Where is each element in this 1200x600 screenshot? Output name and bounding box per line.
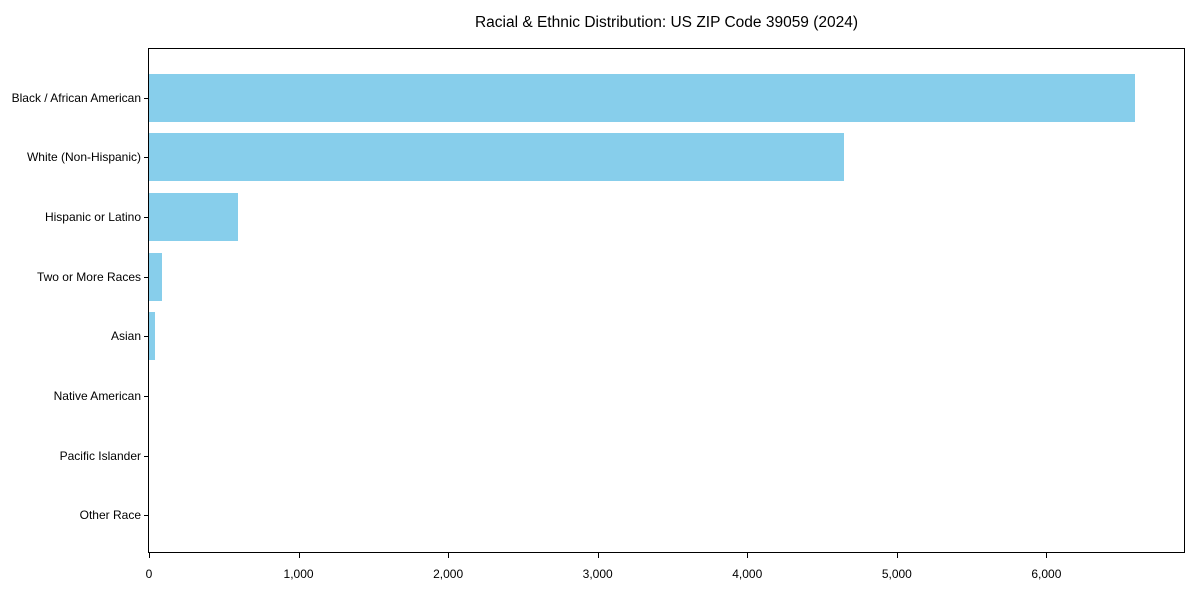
chart-title: Racial & Ethnic Distribution: US ZIP Cod… <box>474 14 859 31</box>
y-tick-label: White (Non-Hispanic) <box>26 150 141 165</box>
bar-two-or-more-races <box>149 252 162 301</box>
plot-area: Black / African American White (Non-Hispa… <box>12 48 1185 581</box>
y-tick-mark <box>144 515 149 516</box>
bar-black-african-american <box>149 73 1135 122</box>
y-tick-label: Native American <box>53 389 141 403</box>
y-tick-label: Asian <box>110 329 141 344</box>
x-tick-mark <box>149 553 150 558</box>
y-tick-mark <box>144 277 149 278</box>
x-tick-label: 3,000 <box>582 567 613 581</box>
x-tick-label: 6,000 <box>1031 567 1062 581</box>
y-tick-mark <box>144 396 149 397</box>
x-tick-label: 5,000 <box>881 567 912 581</box>
y-tick-mark <box>144 456 149 457</box>
y-tick-label: Pacific Islander <box>59 448 141 463</box>
y-tick-mark <box>144 217 149 218</box>
x-tick-mark <box>597 553 599 558</box>
x-tick-mark <box>896 553 898 558</box>
x-tick-mark <box>747 553 749 558</box>
bar-white-non-hispanic <box>149 133 845 182</box>
x-tick-mark <box>448 553 450 558</box>
x-tick-mark <box>1046 553 1048 558</box>
y-tick-label: Two or More Races <box>36 269 141 284</box>
y-tick-label: Hispanic or Latino <box>44 209 141 224</box>
bar-asian <box>149 312 155 361</box>
x-tick-mark <box>298 553 300 558</box>
bar-hispanic-or-latino <box>149 192 238 241</box>
y-tick-label: Black / African American <box>11 90 141 105</box>
x-tick-label: 0 <box>145 567 153 581</box>
x-tick-label: 4,000 <box>732 567 763 581</box>
y-tick-mark <box>144 157 149 158</box>
x-tick-label: 1,000 <box>283 567 314 581</box>
y-tick-mark <box>144 336 149 337</box>
y-tick-mark <box>144 98 149 99</box>
x-tick-label: 2,000 <box>433 567 464 581</box>
y-tick-label: Other Race <box>79 508 141 523</box>
